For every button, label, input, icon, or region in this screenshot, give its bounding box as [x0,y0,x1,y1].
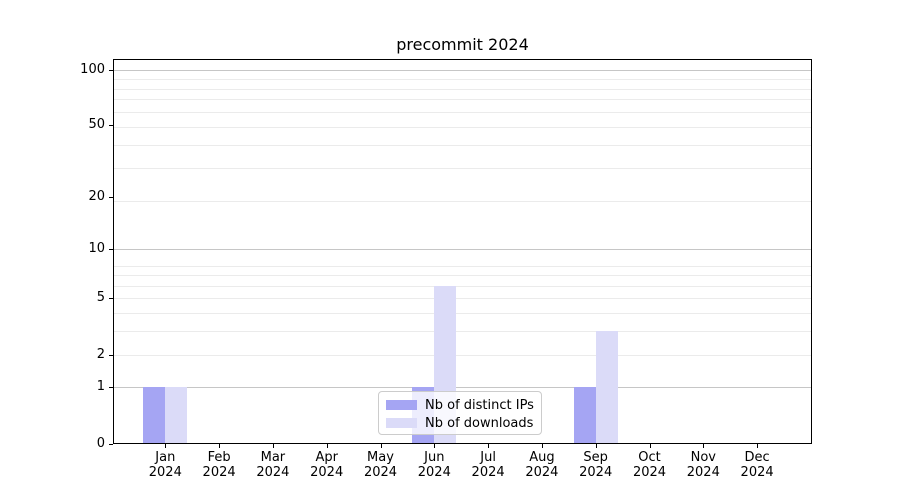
bar-downloads [165,387,188,444]
minor-gridline [113,331,812,333]
x-tick-label: Jan 2024 [135,450,195,480]
x-tick-year: 2024 [417,465,451,480]
x-tick-year: 2024 [525,465,559,480]
x-tick-month: Apr [315,450,338,465]
y-tick-mark [109,69,113,71]
legend-swatch-distinct-ips-icon [386,400,417,410]
x-tick-month: Oct [638,450,661,465]
x-tick-month: Jan [155,450,176,465]
x-tick-label: Jun 2024 [404,450,464,480]
x-tick-mark [757,443,759,448]
legend-label-distinct-ips: Nb of distinct IPs [425,397,534,413]
x-tick-mark [272,443,274,448]
x-tick-year: 2024 [256,465,290,480]
legend-swatch-downloads-icon [386,418,417,428]
y-tick-label: 1 [96,379,105,395]
minor-gridline [113,168,812,169]
y-tick-label: 5 [96,290,105,306]
major-gridline [113,249,812,251]
y-tick-mark [109,249,113,251]
x-tick-mark [434,443,436,448]
x-tick-mark [541,443,543,448]
x-tick-mark [703,443,705,448]
x-tick-mark [488,443,490,448]
y-tick-mark [109,298,113,300]
legend: Nb of distinct IPs Nb of downloads [378,391,542,435]
x-tick-label: Nov 2024 [673,450,733,480]
y-tick-label: 50 [88,117,105,133]
x-tick-year: 2024 [148,465,182,480]
minor-gridline [113,111,812,113]
x-tick-month: Dec [744,450,770,465]
x-tick-mark [326,443,328,448]
x-tick-year: 2024 [363,465,398,480]
x-tick-month: Feb [207,450,231,465]
x-tick-year: 2024 [202,465,236,480]
x-tick-month: May [367,450,394,465]
x-tick-month: Mar [260,450,286,465]
legend-item-distinct-ips: Nb of distinct IPs [386,397,534,413]
x-tick-label: Feb 2024 [189,450,249,480]
y-tick-label: 2 [96,346,105,362]
bar-downloads [595,331,618,444]
x-tick-year: 2024 [740,465,774,480]
x-tick-mark [380,443,382,448]
minor-gridline [113,79,812,81]
minor-gridline [113,126,812,128]
minor-gridline [113,265,812,267]
plot-area [113,59,812,444]
legend-label-downloads: Nb of downloads [425,415,534,431]
x-tick-label: Aug 2024 [512,450,572,480]
x-tick-label: Jul 2024 [458,450,518,480]
x-tick-label: Apr 2024 [297,450,357,480]
x-tick-month: Sep [583,450,608,465]
y-tick-label: 20 [88,188,105,204]
minor-gridline [113,354,812,356]
x-tick-mark [595,443,597,448]
x-tick-label: May 2024 [351,450,411,480]
y-tick-label: 10 [88,241,105,257]
bar-distinct-ips [573,387,596,444]
x-tick-year: 2024 [310,465,344,480]
minor-gridline [113,99,812,101]
chart-title: precommit 2024 [396,35,529,54]
y-tick-mark [109,125,113,127]
x-tick-year: 2024 [471,465,505,480]
x-tick-year: 2024 [632,465,667,480]
x-tick-month: Jul [480,450,496,465]
y-tick-label: 0 [96,435,105,451]
x-tick-label: Dec 2024 [727,450,787,480]
minor-gridline [113,144,812,146]
x-tick-mark [165,443,167,448]
minor-gridline [113,285,812,287]
x-tick-year: 2024 [579,465,613,480]
x-tick-mark [649,443,651,448]
y-tick-mark [109,443,113,445]
x-tick-mark [219,443,221,448]
y-tick-mark [109,387,113,389]
x-tick-label: Sep 2024 [566,450,626,480]
minor-gridline [113,88,812,90]
x-tick-month: Nov [690,450,716,465]
x-tick-label: Oct 2024 [620,450,680,480]
x-tick-year: 2024 [686,465,720,480]
major-gridline [113,387,812,389]
minor-gridline [113,298,812,300]
y-tick-mark [109,196,113,198]
y-tick-mark [109,354,113,356]
minor-gridline [113,200,812,202]
bar-distinct-ips [143,387,166,444]
x-tick-month: Jun [424,450,445,465]
minor-gridline [113,275,812,277]
x-tick-month: Aug [529,450,555,465]
y-tick-label: 100 [80,61,105,77]
minor-gridline [113,313,812,315]
major-gridline [113,69,812,71]
legend-item-downloads: Nb of downloads [386,415,534,431]
x-tick-label: Mar 2024 [243,450,303,480]
